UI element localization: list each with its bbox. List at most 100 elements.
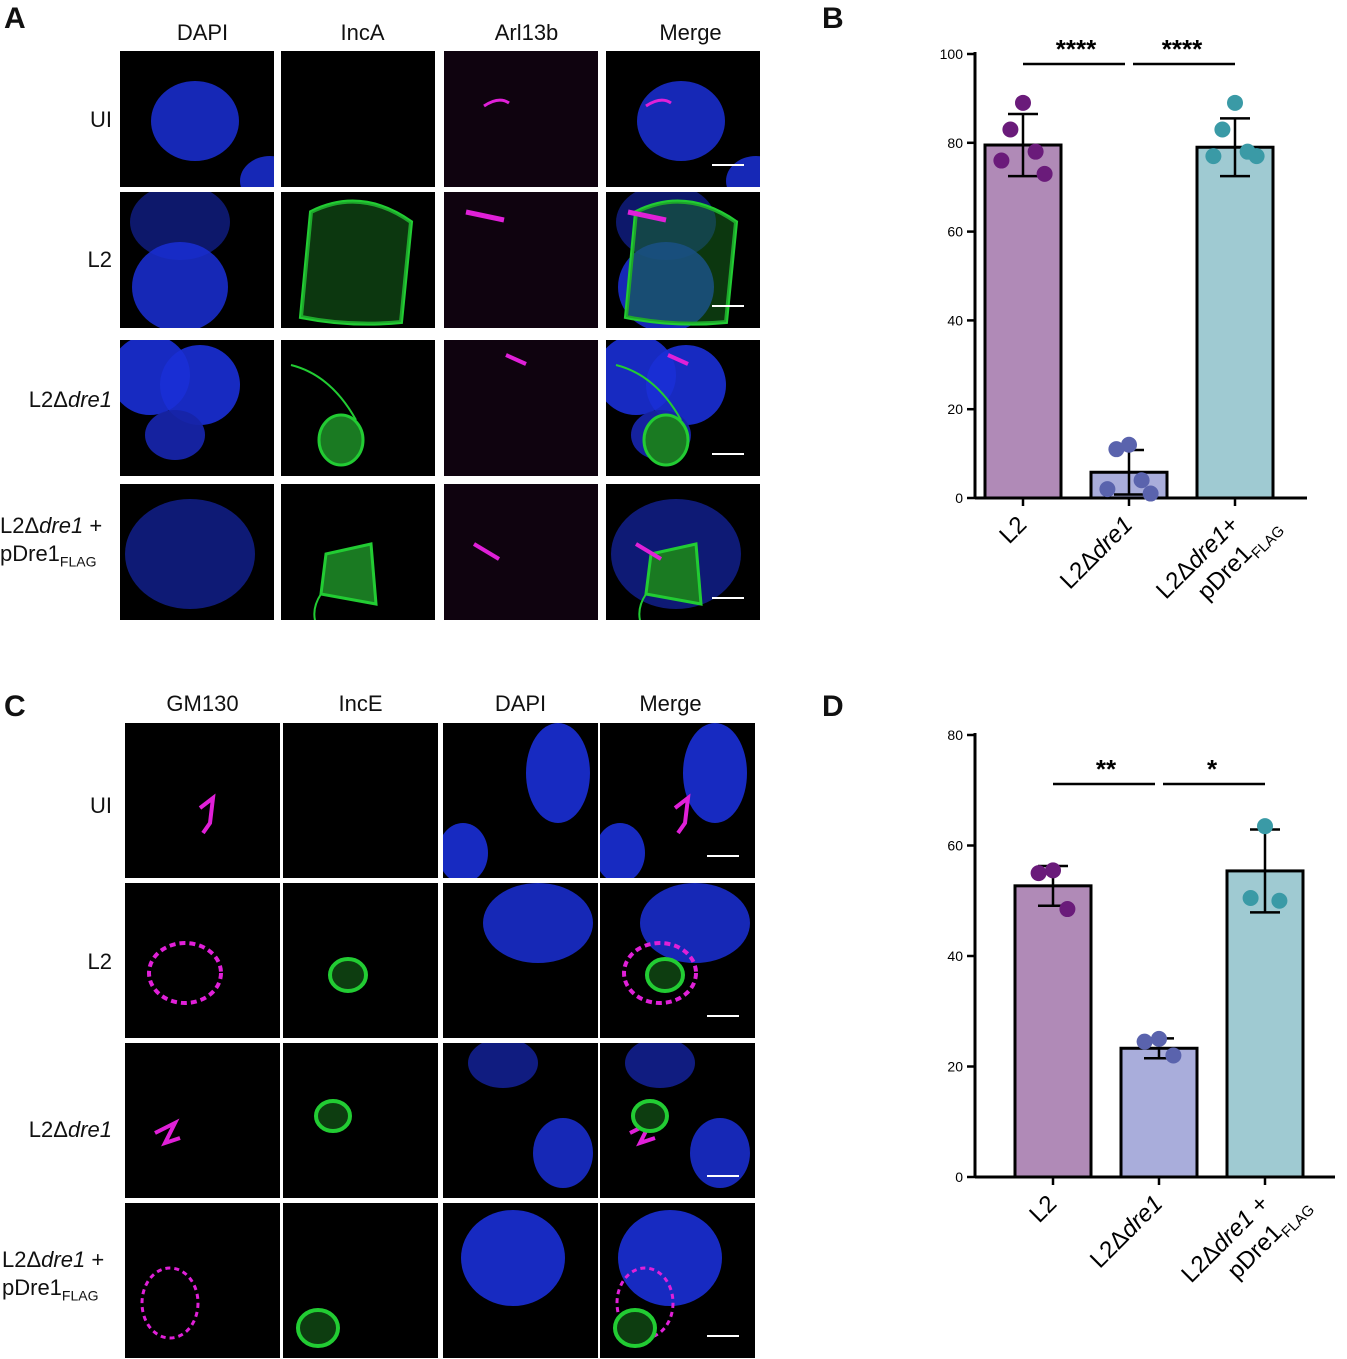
data-point — [1248, 148, 1265, 165]
data-point — [1015, 94, 1031, 111]
y-tick-label: 40 — [947, 948, 963, 964]
micrograph-tile-gm130 — [125, 1043, 280, 1198]
panel-c-col-header: DAPI — [494, 691, 547, 716]
inclusion — [613, 1308, 657, 1348]
inclusion-fibre — [638, 593, 647, 620]
background — [444, 51, 598, 187]
inclusion-membrane — [298, 199, 414, 326]
y-tick-label: 40 — [947, 312, 963, 328]
golgi — [673, 793, 691, 835]
cilium — [627, 209, 667, 223]
cilium — [667, 353, 689, 366]
micrograph-tile-merge — [606, 484, 760, 620]
micrograph-tile-dapi — [120, 484, 274, 620]
y-tick-label: 20 — [947, 1059, 963, 1075]
x-tick-label-text: L2 — [1024, 1190, 1062, 1228]
y-tick-label: 100 — [940, 46, 964, 62]
inclusion-fibre — [313, 593, 322, 620]
micrograph-tile-dapi — [443, 723, 598, 878]
y-tick-label: 0 — [955, 490, 963, 506]
data-point — [1133, 472, 1150, 489]
nucleus — [151, 81, 239, 161]
data-point — [1136, 1033, 1153, 1050]
panel-a-col-header: DAPI — [176, 20, 229, 45]
cilium — [505, 353, 527, 366]
x-tick-label: L2Δdre1 — [1085, 1190, 1168, 1273]
inclusion-fibre — [615, 364, 682, 421]
golgi — [154, 1118, 181, 1147]
data-point — [1121, 436, 1137, 453]
panel-a-col-header: Arl13b — [494, 20, 559, 45]
panel-a-row-label: L2 — [87, 247, 112, 272]
y-tick-label: 60 — [947, 224, 963, 240]
inclusion-membrane — [623, 199, 739, 326]
data-point — [1036, 165, 1053, 182]
micrograph-tile-merge — [600, 1043, 755, 1198]
nucleus — [726, 156, 760, 187]
nucleus — [132, 242, 228, 328]
y-tick-label: 80 — [947, 727, 963, 743]
panel-d-bar-chart: 020406080Percent of inclusion membranewi… — [947, 727, 1335, 1288]
panel-b-bar-chart: 020406080100Percent of cilia atinclusion… — [940, 34, 1307, 606]
data-point — [1045, 862, 1061, 879]
bar — [1195, 145, 1275, 500]
inclusion-fill — [626, 201, 736, 324]
data-point — [1002, 121, 1019, 138]
micrograph-tile-arl13b — [444, 484, 598, 620]
nucleus — [468, 1043, 538, 1088]
nucleus — [640, 883, 750, 963]
panel-c-col-header: IncE — [338, 691, 383, 716]
y-tick-label: 0 — [955, 1169, 963, 1185]
panel-a-row-label: L2Δdre1 + pDre1FLAG — [0, 513, 103, 570]
data-point — [1271, 892, 1288, 909]
inclusion — [296, 1308, 340, 1348]
inclusion — [631, 1099, 669, 1133]
micrograph-tile-merge — [606, 192, 760, 328]
panel-a-col-header: Merge — [659, 20, 722, 45]
nucleus — [483, 883, 593, 963]
significance-label: **** — [1162, 34, 1203, 64]
data-point — [1108, 441, 1125, 458]
micrograph-tile-merge — [606, 51, 760, 187]
nucleus — [646, 345, 726, 425]
bar — [1119, 1046, 1199, 1179]
nucleus — [145, 410, 205, 460]
micrograph-tile-gm130 — [125, 883, 280, 1038]
inclusion — [314, 1099, 352, 1133]
nucleus — [526, 723, 590, 823]
inclusion-fibre — [290, 364, 357, 421]
x-tick-label: L2Δdre1+pDre1FLAG — [1151, 511, 1288, 605]
nucleus — [461, 1210, 565, 1306]
nucleus — [637, 81, 725, 161]
cilium — [465, 209, 505, 223]
micrograph-tile-arl13b — [444, 51, 598, 187]
cilium — [645, 98, 672, 108]
x-tick-label: L2 — [1024, 1190, 1062, 1228]
y-tick-label: 20 — [947, 401, 963, 417]
x-tick-label-text: L2Δdre1 — [1055, 511, 1138, 594]
micrograph-tile-merge — [600, 1203, 755, 1358]
nucleus — [130, 192, 230, 260]
micrograph-tile-ince — [283, 723, 438, 878]
bar — [983, 143, 1063, 500]
data-point — [1257, 818, 1273, 835]
micrograph-tile-inca — [281, 51, 435, 187]
x-tick-label: L2Δdre1 — [1055, 511, 1138, 594]
micrograph-tile-dapi — [120, 192, 274, 328]
x-tick-label-text: L2 — [994, 511, 1032, 549]
panel-c-row-label: L2Δdre1 + pDre1FLAG — [2, 1247, 105, 1304]
golgi — [622, 941, 698, 1005]
micrograph-tile-arl13b — [444, 192, 598, 328]
nucleus — [618, 242, 714, 328]
y-tick-label: 60 — [947, 838, 963, 854]
nucleus — [125, 499, 255, 609]
data-point — [1227, 94, 1243, 111]
panel-c-row-label: L2 — [87, 949, 112, 974]
data-point — [1205, 148, 1222, 165]
data-point — [1142, 485, 1159, 502]
golgi — [147, 941, 223, 1005]
inclusion-fill — [301, 201, 411, 324]
panel-c-col-header: GM130 — [166, 691, 239, 716]
data-point — [1027, 143, 1044, 160]
micrograph-tile-inca — [281, 484, 435, 620]
